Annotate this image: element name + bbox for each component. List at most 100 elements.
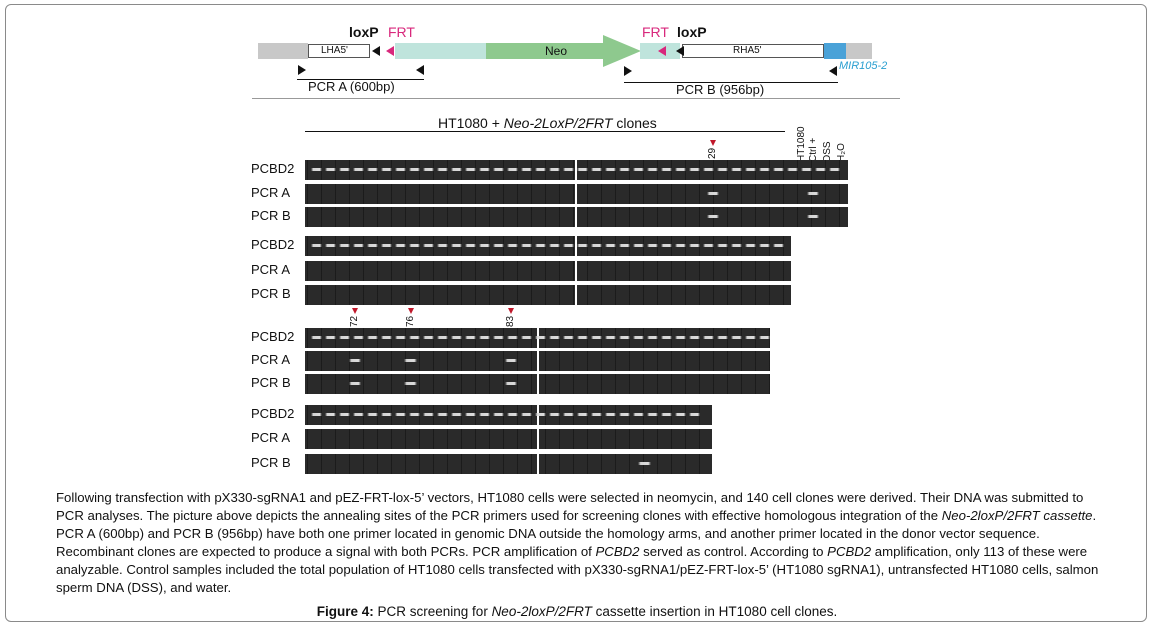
gel-band [367,413,378,416]
gel-band [745,168,756,171]
frt-right-triangle [658,46,666,56]
gel-band [745,336,756,339]
gel-band [577,413,588,416]
gel-band [339,168,350,171]
mir-bar [824,43,846,59]
figure-text-suffix: cassette insertion in HT1080 cell clones… [591,604,838,619]
gel-band [507,168,518,171]
gel-row-label: PCR B [251,208,291,223]
gel-band [507,336,518,339]
gel-gap [575,285,577,305]
caption: Following transfection with pX330-sgRNA1… [56,489,1101,597]
gel-band [577,336,588,339]
gel-lanes [305,429,712,449]
caption-part-3: served as control. According to [639,544,828,559]
mir-label: MIR105-2 [839,60,888,72]
neo-arrow-head [603,35,641,67]
gel-band [605,244,616,247]
gel-band [465,244,476,247]
pcr-b-label: PCR B (956bp) [676,82,765,97]
gel-band [675,244,686,247]
gel-band [675,168,686,171]
gel-lanes [305,261,791,281]
gel-band [563,168,574,171]
loxp-right-label: loxP [677,24,707,40]
gel-band [647,244,658,247]
gel-band [479,168,490,171]
gel-band [367,168,378,171]
gel-row [305,405,712,425]
gel-band [409,413,420,416]
gel-band [311,168,322,171]
clone-number: 29 [707,147,718,159]
gel-band [479,413,490,416]
gel-band [759,168,770,171]
gel-band [423,413,434,416]
gel-row [305,207,848,227]
caption-part-1: Following transfection with pX330-sgRNA1… [56,490,1084,523]
gel-band [325,336,336,339]
gel-band [381,413,392,416]
gel-gap [537,351,539,371]
frt-left-triangle [386,46,394,56]
gel-band [437,168,448,171]
gel-band [591,336,602,339]
caption-italic-1: Neo-2loxP/2FRT cassette [941,508,1093,523]
gel-band [535,413,546,416]
gel-gap [537,374,539,394]
frt-left-label: FRT [388,24,415,40]
gel-band [619,413,630,416]
gel-header: HT1080 + Neo-2LoxP/2FRT clones [438,115,657,131]
gel-band [395,336,406,339]
gel-row-label: PCR B [251,286,291,301]
gel-gap [575,207,577,227]
gel-band [521,168,532,171]
gel-band [638,462,651,465]
gel-row [305,184,848,204]
gel-band [703,336,714,339]
caption-paragraph: Following transfection with pX330-sgRNA1… [56,489,1101,597]
gel-band [717,168,728,171]
gel-band [353,336,364,339]
gel-band [493,168,504,171]
gel-band [437,336,448,339]
gel-band [619,168,630,171]
gel-band [675,413,686,416]
pcr-a-line [297,79,424,80]
gel-band [521,413,532,416]
diagram-divider [252,98,900,99]
pcr-b-reverse-primer [829,66,837,76]
gel-band [479,336,490,339]
loxp-left-triangle [372,46,380,56]
gel-band [591,413,602,416]
gel-band [423,336,434,339]
gel-band [703,244,714,247]
gel-row [305,351,770,371]
gel-band [521,336,532,339]
gel-row-label: PCR A [251,185,291,200]
gel-band [745,244,756,247]
gel-band [367,336,378,339]
figure-frame [5,4,1147,622]
gel-band [465,168,476,171]
gel-gap [575,160,577,180]
gel-lanes [305,236,791,256]
gel-band [807,215,819,218]
gel-row-label: PCR A [251,262,291,277]
gel-band [353,244,364,247]
gel-band [759,336,770,339]
gel-band [577,244,588,247]
gel-band [353,168,364,171]
gel-band [563,244,574,247]
gel-row-label: PCR A [251,430,291,445]
pcr-b-forward-primer [624,66,632,76]
gel-band [703,168,714,171]
gel-band [605,336,616,339]
caption-italic-2: PCBD2 [595,544,640,559]
gel-band [409,336,420,339]
gel-row-label: PCBD2 [251,237,295,252]
pcr-a-label: PCR A (600bp) [308,79,395,94]
gel-lanes [305,454,712,474]
gel-band [647,168,658,171]
gel-gap [575,261,577,281]
